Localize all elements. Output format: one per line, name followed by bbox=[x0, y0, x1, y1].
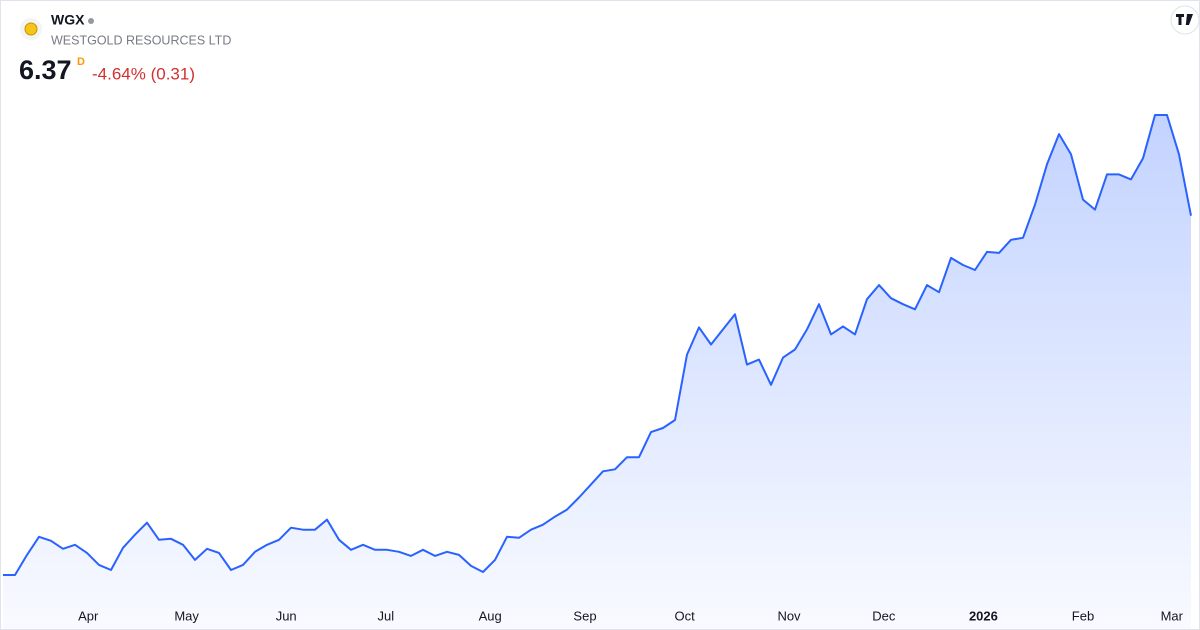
x-tick-label: Sep bbox=[573, 608, 596, 623]
tv-logo bbox=[1176, 14, 1193, 25]
price: 6.37 bbox=[19, 55, 72, 85]
symbol: WGX bbox=[51, 12, 85, 28]
tv-logo-bg bbox=[1170, 5, 1200, 35]
x-tick-label: Feb bbox=[1072, 608, 1094, 623]
x-tick-label: 2026 bbox=[969, 608, 998, 623]
area-fill bbox=[3, 115, 1191, 629]
company-name: WESTGOLD RESOURCES LTD bbox=[51, 33, 231, 47]
x-tick-label: May bbox=[174, 608, 199, 623]
change: -4.64% (0.31) bbox=[92, 64, 195, 83]
price-line bbox=[3, 114, 1192, 576]
x-tick-label: Jun bbox=[276, 608, 297, 623]
x-tick-label: Nov bbox=[777, 608, 801, 623]
plot: Apr May Jun Jul Aug Sep Oct Nov Dec 2026 Feb Mar bbox=[3, 114, 1192, 629]
x-tick-label: Aug bbox=[479, 608, 502, 623]
x-tick-label: Mar bbox=[1161, 608, 1184, 623]
interval: D bbox=[77, 56, 85, 68]
logo bbox=[24, 22, 38, 36]
x-tick-label: Apr bbox=[78, 608, 99, 623]
x-tick-label: Jul bbox=[377, 608, 394, 623]
status-dot bbox=[88, 18, 94, 24]
x-tick-label: Dec bbox=[872, 608, 896, 623]
x-tick-label: Oct bbox=[674, 608, 695, 623]
